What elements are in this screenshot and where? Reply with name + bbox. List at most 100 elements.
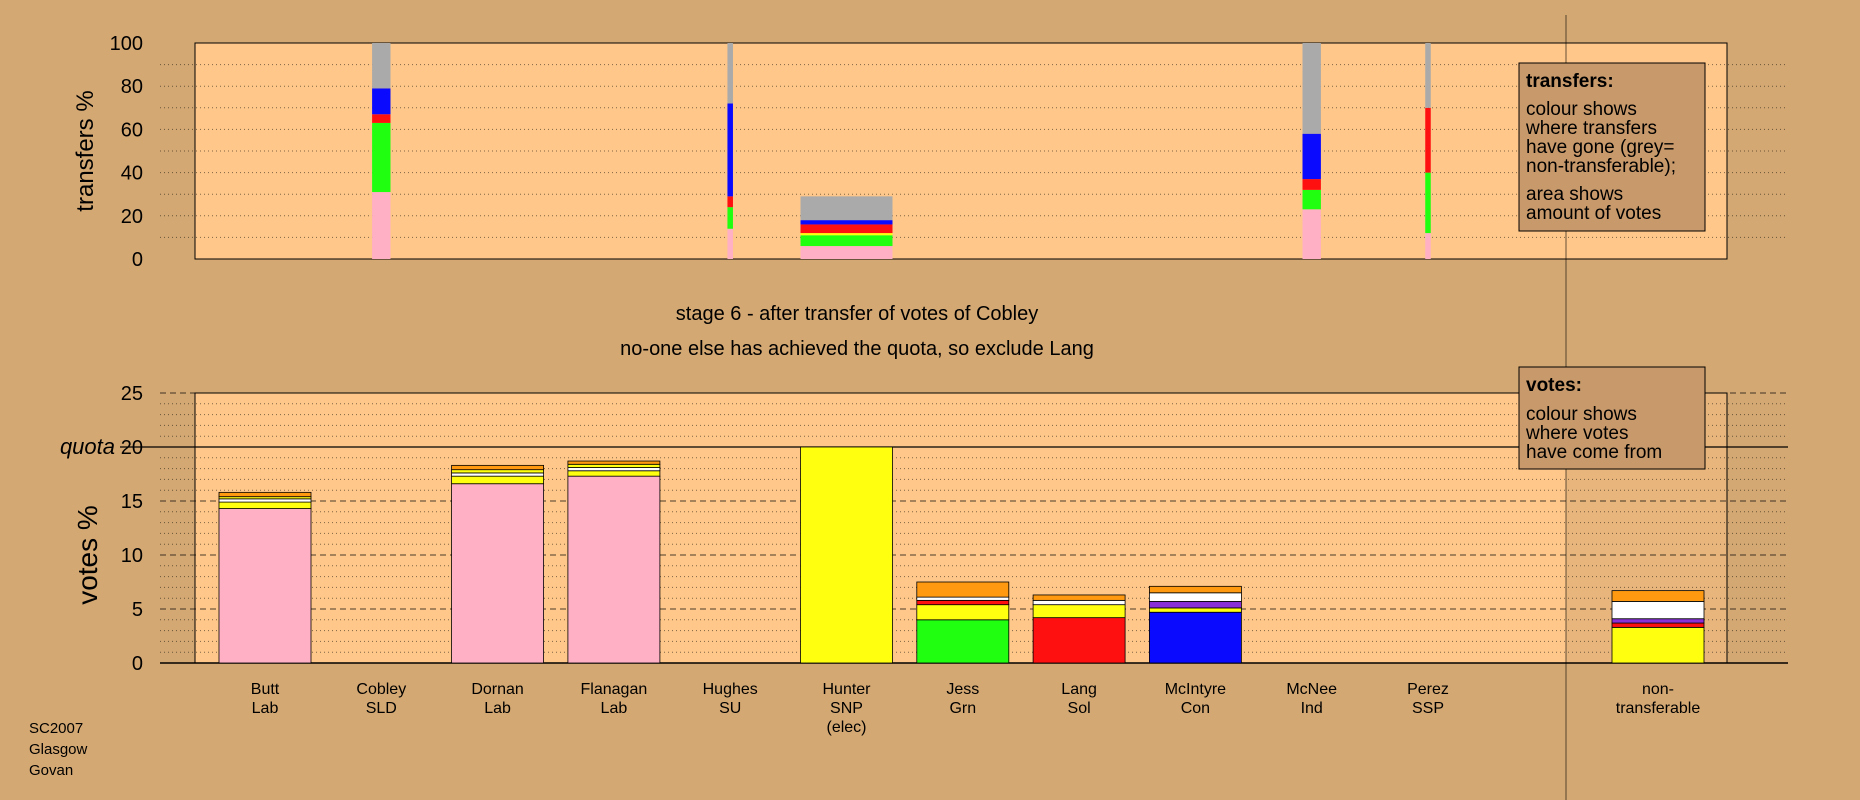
transfer-segment (1425, 43, 1431, 108)
vote-segment (916, 596, 1010, 601)
vote-segment (1611, 626, 1705, 664)
votes-bars (218, 446, 1705, 664)
vote-segment (916, 604, 1010, 621)
transfers-y-tick-label: 20 (121, 206, 143, 228)
candidate-label: Sol (1068, 700, 1091, 717)
footer-line: Govan (29, 762, 73, 779)
transfers-y-tick-label: 80 (121, 76, 143, 98)
vote-segment (1149, 601, 1242, 609)
transfer-segment (1302, 179, 1321, 190)
vote-segment (1149, 607, 1242, 613)
candidate-label: Dornan (471, 681, 523, 698)
vote-segment (451, 469, 545, 474)
transfer-segment (1425, 172, 1431, 234)
candidate-bar (1611, 590, 1705, 664)
transfer-segment (1302, 209, 1321, 259)
votes-gridlines (120, 392, 1788, 664)
votes-y-ticks: 0 5 10 15 20 25 (121, 383, 143, 675)
transfer-segment (372, 122, 391, 193)
candidate-bar (567, 460, 661, 664)
footer-line: SC2007 (29, 720, 83, 737)
transfers-y-tick-label: 100 (110, 33, 143, 55)
candidate-label: Flanagan (581, 681, 648, 698)
candidate-bar (218, 491, 312, 664)
candidate-label: non- (1642, 681, 1674, 698)
candidate-bar (451, 464, 545, 664)
transfer-segment (372, 88, 391, 115)
transfers-legend: transfers: colour shows where transfers … (1518, 62, 1706, 232)
transfers-bars (372, 43, 1431, 259)
transfer-segment (1302, 43, 1321, 134)
vote-segment (1149, 585, 1242, 594)
transfer-segment (372, 114, 391, 123)
candidate-label: Con (1181, 700, 1210, 717)
candidate-labels: Butt Lab Cobley SLD Dornan Lab Flanagan Lab Hugh… (251, 681, 1701, 736)
candidate-label: SLD (366, 700, 397, 717)
candidate-label: SU (719, 700, 741, 717)
vote-segment (800, 446, 893, 664)
votes-legend-line: have come from (1526, 442, 1662, 463)
transfers-legend-line: non-transferable); (1526, 156, 1676, 177)
votes-y-tick-label: 5 (132, 599, 143, 621)
vote-segment (218, 491, 312, 498)
candidate-label: transferable (1616, 700, 1701, 717)
votes-chart: 0 5 10 15 20 25 Butt Lab Cobley SLD Dornan Lab Flan… (60, 383, 1788, 736)
votes-y-tick-label: 0 (132, 653, 143, 675)
candidate-label: Grn (949, 700, 976, 717)
candidate-label: SNP (830, 700, 863, 717)
transfers-y-tick-label: 40 (121, 163, 143, 185)
votes-legend-line: colour shows (1526, 404, 1637, 425)
transfers-legend-line: area shows (1526, 184, 1623, 205)
vote-segment (1032, 617, 1126, 664)
transfer-segment (800, 220, 893, 225)
transfer-segment (1302, 189, 1321, 210)
quota-label: quota (60, 434, 115, 459)
transfers-y-ticks: 0 20 40 60 80 100 (110, 33, 143, 271)
votes-y-tick-label: 25 (121, 383, 143, 405)
transfer-column (800, 196, 893, 259)
transfer-column (727, 43, 733, 259)
transfer-column (372, 43, 391, 259)
candidate-label: Ind (1301, 700, 1323, 717)
vote-segment (451, 472, 545, 477)
transfer-segment (372, 43, 391, 89)
vote-segment (1149, 611, 1242, 664)
transfers-gridlines (160, 64, 1788, 238)
candidate-label: Perez (1407, 681, 1449, 698)
candidate-label: Lab (484, 700, 511, 717)
candidate-label: McNee (1286, 681, 1337, 698)
transfers-legend-line: amount of votes (1526, 203, 1661, 224)
vote-segment (1149, 592, 1242, 602)
vote-segment (451, 464, 545, 471)
vote-segment (567, 470, 661, 477)
votes-y-tick-label: 20 (121, 437, 143, 459)
transfers-y-tick-label: 0 (132, 249, 143, 271)
transfers-y-axis-label: transfers % (72, 90, 99, 211)
vote-segment (451, 475, 545, 485)
transfer-segment (1302, 133, 1321, 180)
votes-legend: votes: colour shows where votes have com… (1518, 366, 1706, 470)
votes-y-tick-label: 15 (121, 491, 143, 513)
stage-instruction: no-one else has achieved the quota, so e… (620, 338, 1094, 360)
vote-segment (218, 508, 312, 664)
candidate-label: (elec) (826, 719, 866, 736)
vote-segment (1032, 604, 1126, 619)
transfer-segment (727, 228, 733, 259)
transfer-segment (372, 192, 391, 259)
transfer-segment (800, 246, 893, 259)
vote-segment (916, 619, 1010, 664)
vote-segment (567, 467, 661, 472)
transfers-chart: 0 20 40 60 80 100 transfers % (72, 33, 1788, 271)
candidate-label: Lang (1061, 681, 1097, 698)
footer-line: Glasgow (29, 741, 88, 758)
transfer-segment (727, 43, 733, 104)
vote-segment (567, 460, 661, 465)
votes-y-axis-label: votes % (72, 505, 103, 605)
transfers-legend-line: have gone (grey= (1526, 137, 1674, 158)
transfer-segment (1425, 107, 1431, 173)
vote-segment (1032, 599, 1126, 606)
votes-legend-title: votes: (1526, 375, 1582, 396)
election-footer: SC2007 Glasgow Govan (29, 720, 88, 779)
votes-y-tick-label: 10 (121, 545, 143, 567)
candidate-label: Hunter (822, 681, 871, 698)
